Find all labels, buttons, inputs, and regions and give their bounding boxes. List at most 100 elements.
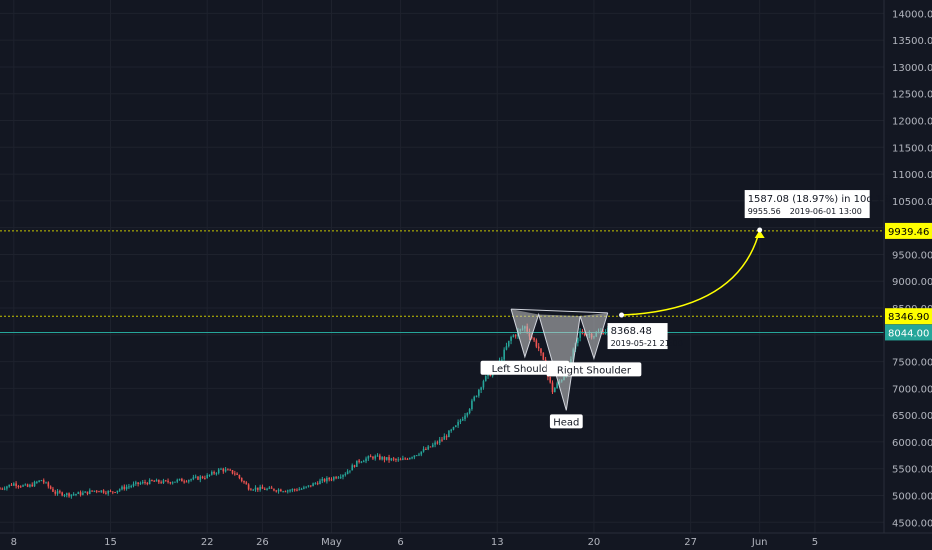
candle-body [259,486,261,490]
pattern-fill [580,312,608,359]
candle-body [328,477,331,480]
candle-body [24,484,27,486]
candle-body [40,480,43,482]
candle-body [192,477,195,480]
candle-body [514,335,517,337]
candle-body [217,469,220,474]
candle-body [404,458,406,460]
candle-body [167,480,169,483]
candle-body [478,389,480,396]
candle-body [464,415,466,420]
candle-body [245,482,248,485]
pattern-neckline [511,308,608,314]
candle-body [402,458,404,460]
candle-body [121,486,123,490]
projection-end-point[interactable] [757,227,763,233]
candle-body [229,469,232,471]
candle-body [314,483,317,485]
time-tick-label: 13 [491,537,504,548]
candle-body [367,456,370,459]
candle-body [484,376,487,382]
price-badges: 9939.46 8346.90 8044.00 [885,222,932,341]
candle-body [183,481,185,483]
candle-body [93,490,96,492]
candle-body [436,442,439,444]
price-tick-label: 7000.00 [892,384,932,395]
candle-body [155,479,158,482]
price-tick-label: 5000.00 [892,492,932,503]
candle-body [332,477,335,480]
candle-body [438,439,441,443]
candle-body [422,448,425,452]
pattern-label-box [549,414,583,429]
candle-body [303,487,305,489]
candle-body [257,487,259,490]
candle-body [215,473,218,475]
candle-body [47,482,50,487]
price-axis[interactable]: 4500.00 5000.00 5500.00 6000.00 6500.00 7000.… [892,9,932,529]
time-tick-label: 6 [397,537,403,548]
candle-body [254,487,257,490]
candle-body [107,490,110,494]
candle-body [261,486,264,489]
time-tick-label: Jun [751,537,768,548]
candle-body [471,400,473,410]
time-tick-label: 27 [684,537,697,548]
candle-body [10,484,13,486]
candle-body [263,488,266,490]
projection-start-box [607,323,668,350]
candle-body [379,455,381,460]
horizontal-lines[interactable] [0,230,884,333]
candle-body [15,483,17,487]
pattern-label-box [546,362,642,377]
candle-body [376,455,379,457]
candle-body [296,489,298,491]
candle-body [52,488,54,492]
candle-body [194,476,197,478]
candle-body [413,455,416,458]
candle-body [381,457,383,460]
price-tick-label: 13500.00 [892,36,932,47]
candle-body [169,482,172,484]
projection-end-price: 9955.56 [748,207,781,216]
candle-body [443,436,446,440]
projection-end-box [744,190,870,219]
candle-body [275,490,278,492]
candle-body [427,446,429,450]
projection-end-time: 2019-06-01 13:00 [790,207,862,216]
candle-body [579,331,581,338]
candle-body [49,486,52,489]
projection-curve[interactable] [621,229,761,316]
level-1-badge [885,222,932,239]
candle-body [362,461,365,463]
candle-body [397,459,400,461]
candle-body [533,338,535,341]
candle-body [418,454,420,456]
candle-body [482,381,485,388]
candle-body [118,489,121,491]
projection-start-point[interactable] [619,312,625,318]
candle-body [130,485,133,487]
time-tick-label: 20 [588,537,601,548]
time-axis[interactable]: 8 15 22 26 May 6 13 20 27 Jun 5 [11,537,819,548]
candle-body [86,491,89,494]
head-and-shoulders-pattern[interactable]: Left Shoulder Head Right Shoulder [480,308,642,429]
candle-body [553,387,556,393]
candle-body [187,480,190,482]
candle-body [6,486,8,489]
candle-body [204,478,206,480]
candle-body [137,482,139,484]
last-price-badge-label: 8044.00 [888,328,929,339]
candle-body [13,483,15,486]
candle-body [369,456,372,458]
candle-body [146,482,149,485]
candle-body [8,484,11,487]
candle-body [100,490,103,492]
projection-arrow[interactable]: 8368.48 2019-05-21 21:00 1587.08 (18.97%) … [607,190,895,350]
candle-body [56,491,59,494]
candle-body [360,461,363,463]
candle-body [224,469,227,472]
pattern-label: Right Shoulder [557,365,632,376]
time-tick-label: 5 [812,537,818,548]
